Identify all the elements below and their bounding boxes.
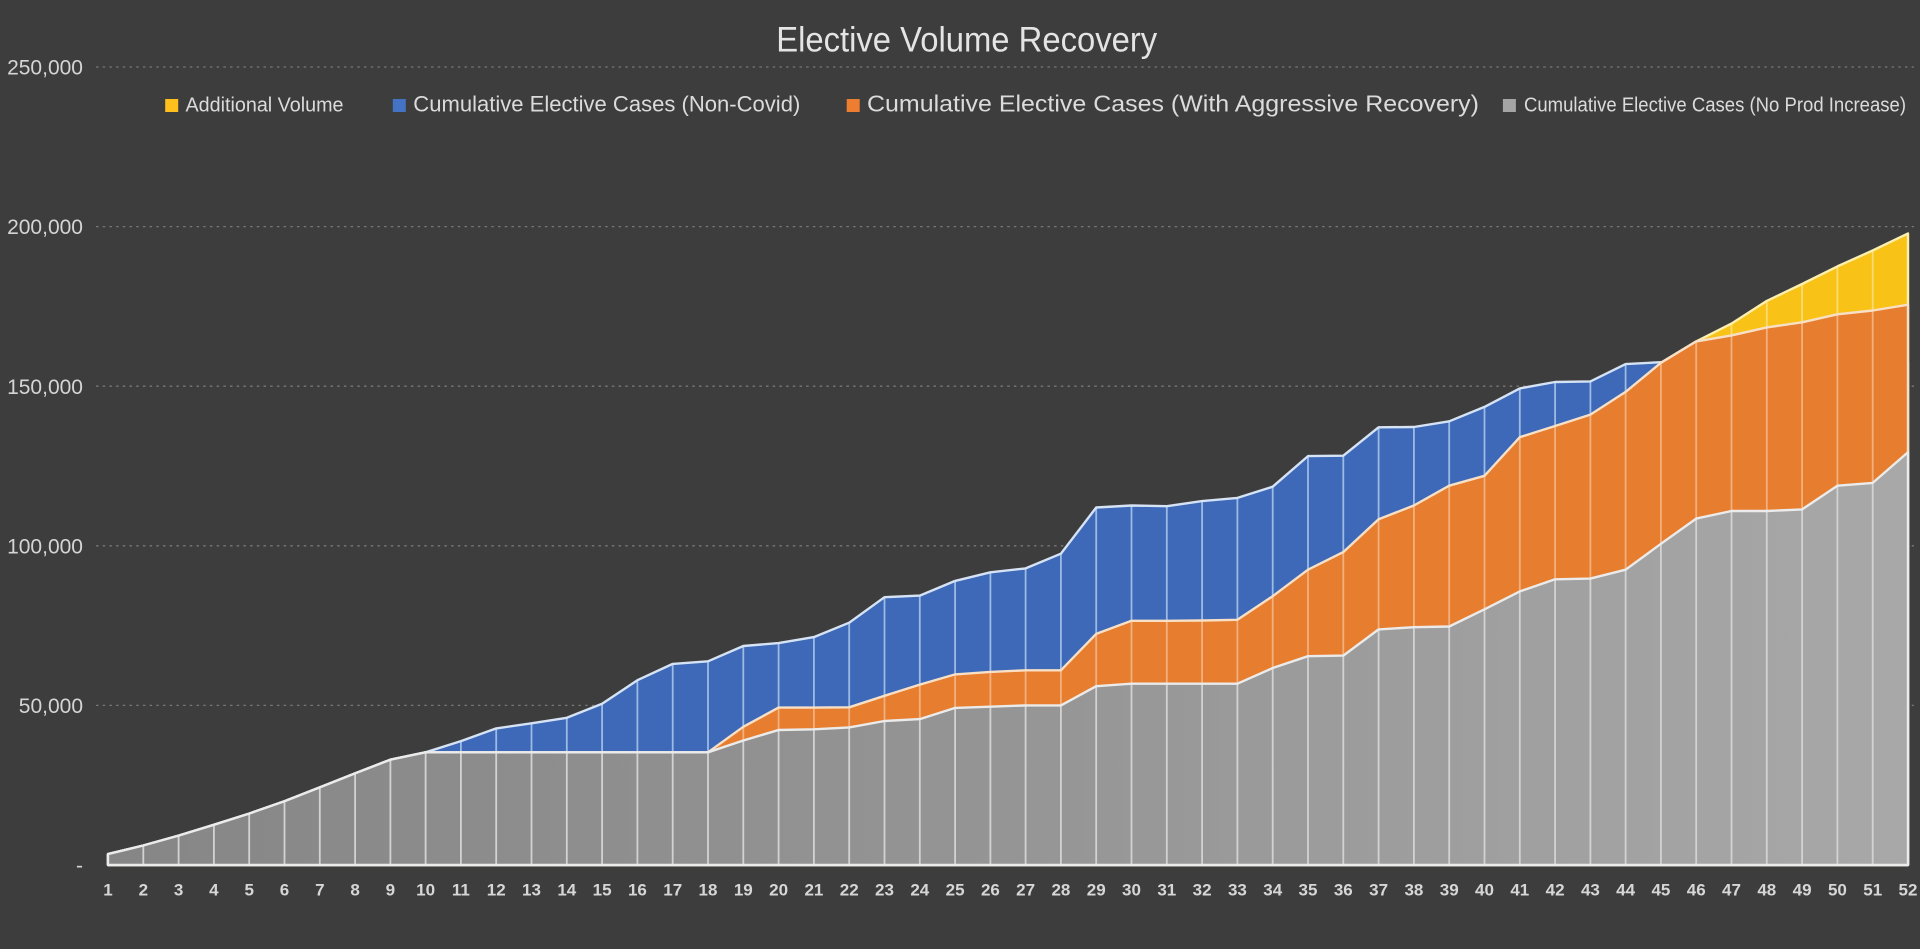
svg-text:25: 25 [946,881,965,900]
svg-text:8: 8 [350,881,359,900]
svg-text:19: 19 [734,881,753,900]
svg-text:49: 49 [1793,881,1812,900]
svg-text:30: 30 [1122,881,1141,900]
svg-text:12: 12 [487,881,506,900]
svg-text:15: 15 [593,881,612,900]
svg-text:32: 32 [1193,881,1212,900]
svg-text:34: 34 [1263,881,1282,900]
svg-text:6: 6 [280,881,289,900]
svg-text:46: 46 [1687,881,1706,900]
svg-text:Additional Volume: Additional Volume [186,95,344,117]
svg-text:52: 52 [1899,881,1918,900]
svg-text:17: 17 [663,881,682,900]
svg-text:11: 11 [452,881,470,900]
svg-text:26: 26 [981,881,1000,900]
svg-text:44: 44 [1616,881,1635,900]
svg-text:3: 3 [174,881,183,900]
svg-text:50,000: 50,000 [19,695,83,718]
svg-text:27: 27 [1016,881,1035,900]
svg-text:Cumulative Elective Cases (Non: Cumulative Elective Cases (Non-Covid) [413,92,800,117]
svg-text:250,000: 250,000 [7,57,83,80]
svg-text:4: 4 [209,881,219,900]
svg-text:33: 33 [1228,881,1247,900]
svg-text:23: 23 [875,881,894,900]
svg-text:21: 21 [804,881,823,900]
svg-text:1: 1 [103,881,112,900]
svg-text:5: 5 [244,881,253,900]
svg-text:41: 41 [1510,881,1529,900]
svg-text:9: 9 [386,881,395,900]
svg-text:100,000: 100,000 [7,535,83,558]
svg-text:36: 36 [1334,881,1353,900]
svg-text:39: 39 [1440,881,1459,900]
svg-text:28: 28 [1051,881,1070,900]
svg-text:40: 40 [1475,881,1494,900]
svg-text:31: 31 [1157,881,1176,900]
svg-text:Elective Volume Recovery: Elective Volume Recovery [776,21,1157,60]
svg-text:43: 43 [1581,881,1600,900]
svg-text:48: 48 [1757,881,1776,900]
svg-text:Cumulative Elective Cases (Wit: Cumulative Elective Cases (With Aggressi… [867,91,1479,117]
svg-text:200,000: 200,000 [7,216,83,239]
svg-text:2: 2 [139,881,148,900]
svg-text:29: 29 [1087,881,1106,900]
svg-text:-: - [76,855,83,878]
svg-text:51: 51 [1863,881,1882,900]
svg-text:47: 47 [1722,881,1741,900]
svg-text:50: 50 [1828,881,1847,900]
svg-text:37: 37 [1369,881,1388,900]
svg-text:7: 7 [315,881,324,900]
svg-text:20: 20 [769,881,788,900]
svg-text:Cumulative Elective Cases (No: Cumulative Elective Cases (No Prod Incre… [1524,95,1906,117]
svg-text:13: 13 [522,881,541,900]
svg-text:38: 38 [1404,881,1423,900]
svg-text:16: 16 [628,881,647,900]
svg-text:22: 22 [840,881,859,900]
svg-text:18: 18 [699,881,718,900]
svg-text:35: 35 [1299,881,1318,900]
svg-text:42: 42 [1546,881,1565,900]
svg-text:10: 10 [416,881,435,900]
svg-text:150,000: 150,000 [7,376,83,399]
svg-text:45: 45 [1651,881,1670,900]
svg-text:24: 24 [910,881,929,900]
svg-text:14: 14 [557,881,576,900]
